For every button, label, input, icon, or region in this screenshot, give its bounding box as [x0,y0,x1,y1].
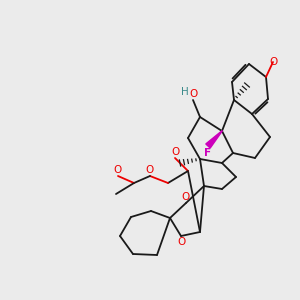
Text: O: O [177,237,185,247]
Text: H: H [181,87,189,97]
Text: O: O [182,192,190,202]
Text: O: O [146,165,154,175]
Text: O: O [171,147,179,157]
Text: O: O [270,57,278,67]
Text: F: F [204,148,211,158]
Text: O: O [113,165,121,175]
Polygon shape [206,131,222,148]
Text: O: O [189,89,197,99]
